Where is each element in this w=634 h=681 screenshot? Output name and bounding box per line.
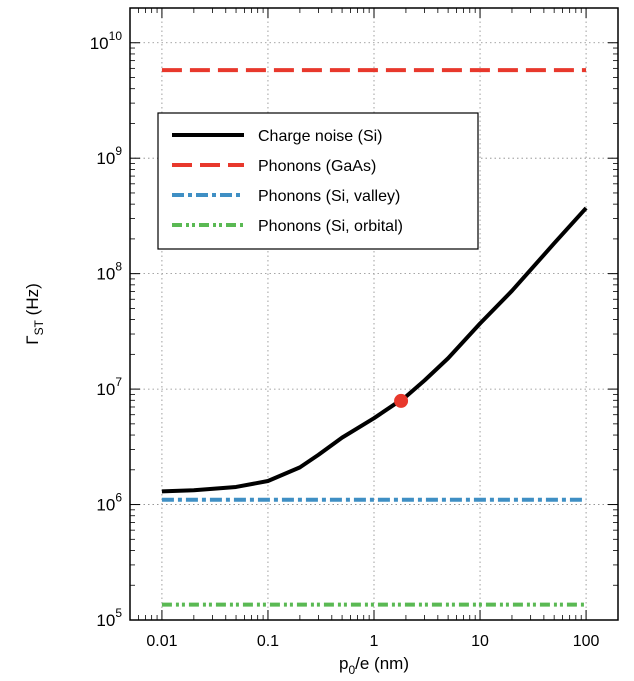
highlight-point bbox=[394, 393, 409, 408]
x-tick-label: 1 bbox=[370, 633, 379, 650]
legend: Charge noise (Si) Phonons (GaAs) Phonons (… bbox=[157, 112, 479, 250]
y-tick-label: 105 bbox=[96, 606, 122, 630]
grid-lines bbox=[130, 8, 618, 620]
legend-entry: Charge noise (Si) bbox=[258, 128, 383, 145]
y-axis-label-rest: (Hz) bbox=[23, 283, 42, 320]
y-axis-label-main: Γ bbox=[23, 335, 42, 344]
y-axis-label-sub: ST bbox=[32, 319, 46, 335]
y-tick-label: 106 bbox=[96, 491, 122, 515]
series-line bbox=[161, 206, 588, 494]
x-tick-label: 0.01 bbox=[146, 633, 177, 650]
y-tick-label: 108 bbox=[96, 260, 122, 284]
plot-frame bbox=[129, 7, 619, 621]
series-layer bbox=[161, 68, 588, 607]
x-axis-label: p0/e (nm) bbox=[339, 654, 409, 677]
x-axis-label-sub: 0 bbox=[348, 663, 355, 677]
legend-entry: Phonons (Si, orbital) bbox=[258, 218, 403, 235]
x-axis-label-main: p bbox=[339, 654, 348, 673]
tick-labels: 0.01 0.1 1 10 100 105 106 107 108 109 1010 bbox=[90, 29, 600, 650]
x-tick-label: 10 bbox=[471, 633, 489, 650]
y-tick-label: 109 bbox=[96, 144, 122, 168]
y-tick-label: 107 bbox=[96, 375, 122, 399]
y-tick-label: 1010 bbox=[90, 29, 123, 53]
x-axis-label-rest: /e (nm) bbox=[355, 654, 409, 673]
tick-marks bbox=[130, 8, 618, 621]
x-tick-label: 0.1 bbox=[257, 633, 279, 650]
legend-entry: Phonons (Si, valley) bbox=[258, 188, 400, 205]
legend-entry: Phonons (GaAs) bbox=[258, 158, 376, 175]
y-axis-label: ΓST (Hz) bbox=[23, 283, 46, 345]
x-tick-label: 100 bbox=[573, 633, 600, 650]
